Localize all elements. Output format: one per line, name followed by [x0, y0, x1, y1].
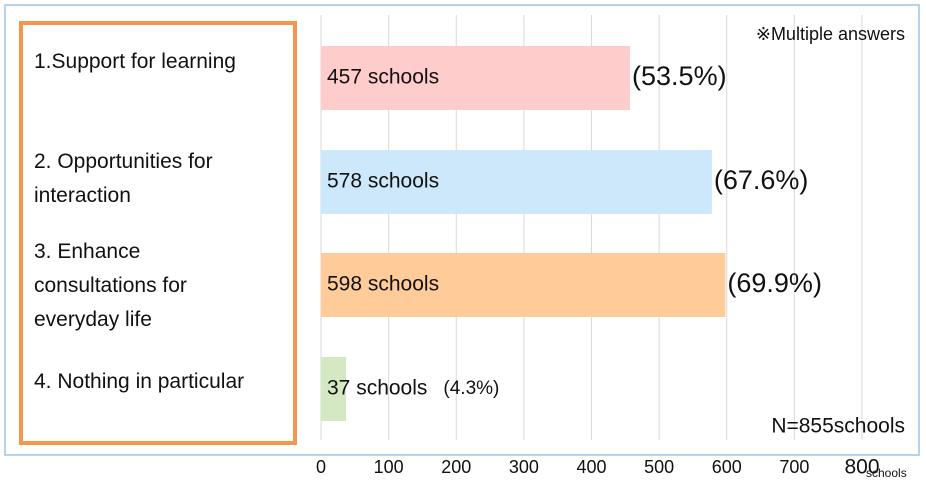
- value-label: 598 schools: [327, 273, 439, 296]
- percent-label: (67.6%): [714, 165, 809, 195]
- value-label: 457 schools: [327, 66, 439, 89]
- x-tick-label: 600: [712, 457, 742, 477]
- x-tick-label: 800: [844, 456, 879, 479]
- value-label: 37 schools: [327, 377, 427, 400]
- bar: [321, 46, 631, 110]
- category-label: 2. Opportunities for interaction: [34, 150, 213, 207]
- category-label: 3. Enhance consultations for everyday li…: [34, 240, 187, 331]
- x-axis-unit: schools: [866, 466, 907, 480]
- x-tick-label: 200: [441, 457, 471, 477]
- percent-label: (4.3%): [443, 378, 499, 399]
- value-label: 578 schools: [327, 170, 439, 193]
- bar: [321, 253, 726, 317]
- x-tick-label: 500: [644, 457, 674, 477]
- x-tick-label: 100: [374, 457, 404, 477]
- frame: [4, 4, 920, 456]
- x-tick-label: 400: [576, 457, 606, 477]
- x-tick-label: 0: [316, 457, 326, 477]
- annotation: N=855schools: [771, 415, 905, 438]
- category-label: 4. Nothing in particular: [34, 370, 245, 393]
- percent-label: (53.5%): [632, 61, 727, 91]
- bar: [321, 150, 712, 214]
- percent-label: (69.9%): [727, 268, 822, 298]
- bar: [321, 357, 347, 421]
- category-label: 1.Support for learning: [34, 50, 236, 73]
- category-box: [19, 21, 297, 445]
- x-tick-label: 300: [509, 457, 539, 477]
- annotation: ※Multiple answers: [756, 24, 905, 44]
- x-tick-label: 700: [779, 457, 809, 477]
